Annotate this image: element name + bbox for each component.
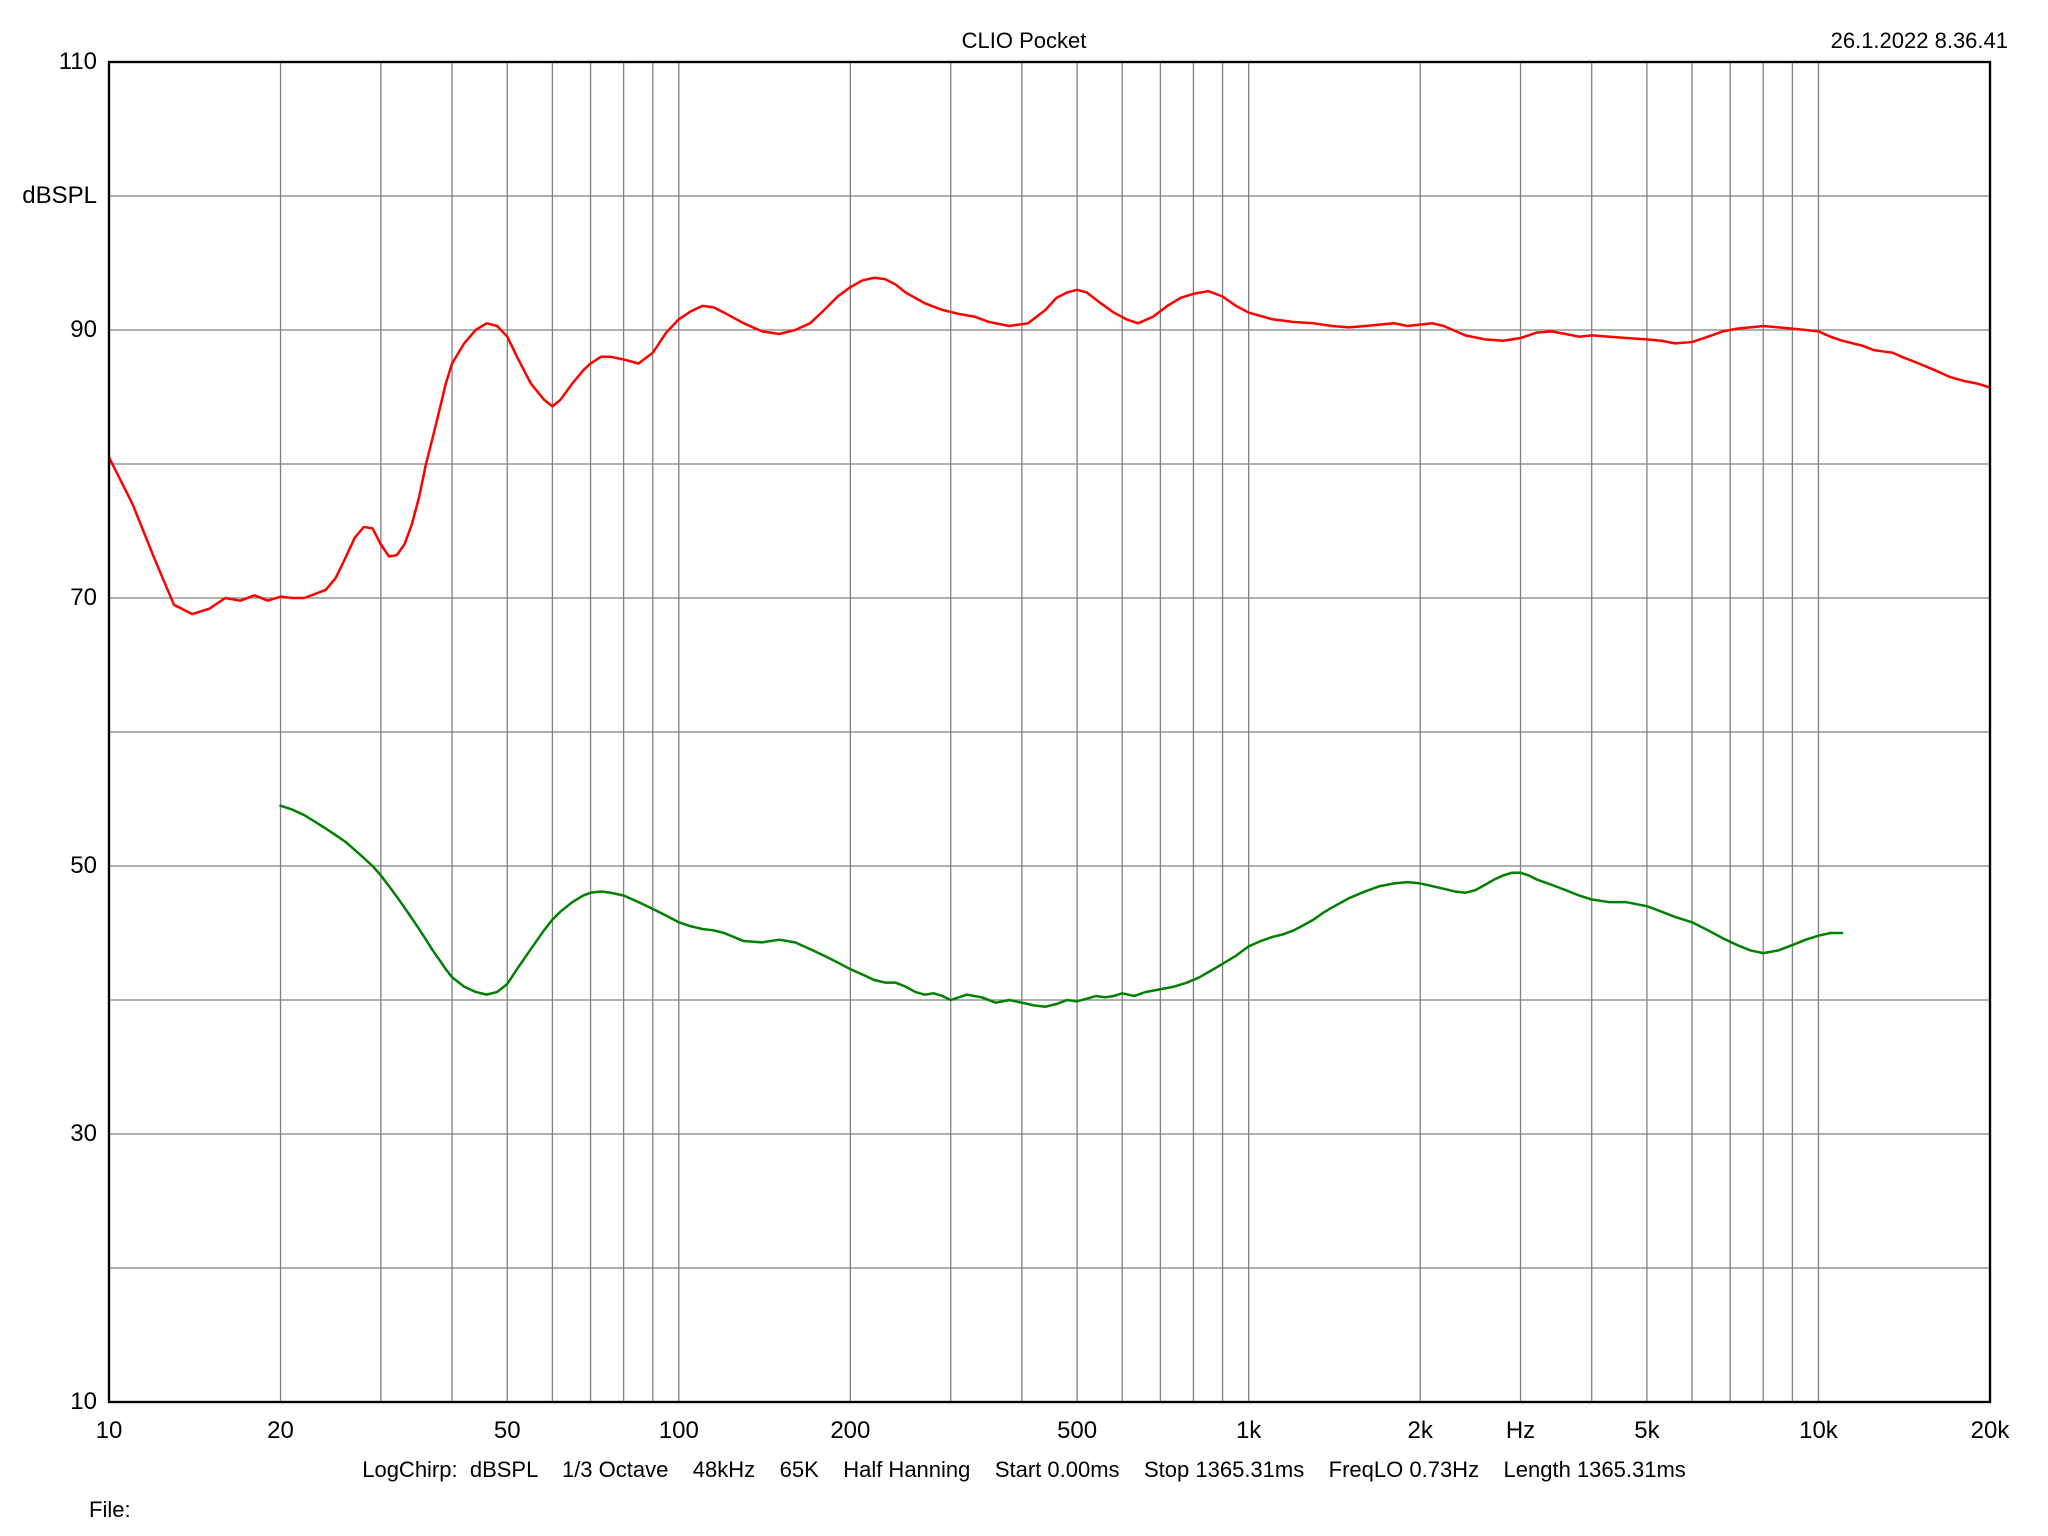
x-axis-unit-label: Hz	[1506, 1417, 1535, 1445]
file-label: File:	[89, 1497, 131, 1523]
x-tick-label: 50	[494, 1417, 521, 1445]
x-tick-label: 10	[96, 1417, 123, 1445]
x-tick-label: 5k	[1634, 1417, 1659, 1445]
x-tick-label: 20k	[1971, 1417, 2010, 1445]
y-tick-label: 50	[70, 852, 97, 880]
y-tick-label: 70	[70, 584, 97, 612]
y-tick-label: 30	[70, 1120, 97, 1148]
frequency-response-chart	[0, 0, 2048, 1536]
x-tick-label: 20	[267, 1417, 294, 1445]
x-tick-label: 100	[659, 1417, 699, 1445]
x-tick-label: 2k	[1407, 1417, 1432, 1445]
y-tick-label: 110	[59, 48, 97, 76]
y-tick-label: 10	[70, 1388, 97, 1416]
x-tick-label: 10k	[1799, 1417, 1838, 1445]
y-tick-label: 90	[70, 316, 97, 344]
footer-parameters: LogChirp: dBSPL 1/3 Octave 48kHz 65K Hal…	[362, 1457, 1686, 1483]
x-tick-label: 200	[830, 1417, 870, 1445]
x-tick-label: 1k	[1236, 1417, 1261, 1445]
x-tick-label: 500	[1057, 1417, 1097, 1445]
